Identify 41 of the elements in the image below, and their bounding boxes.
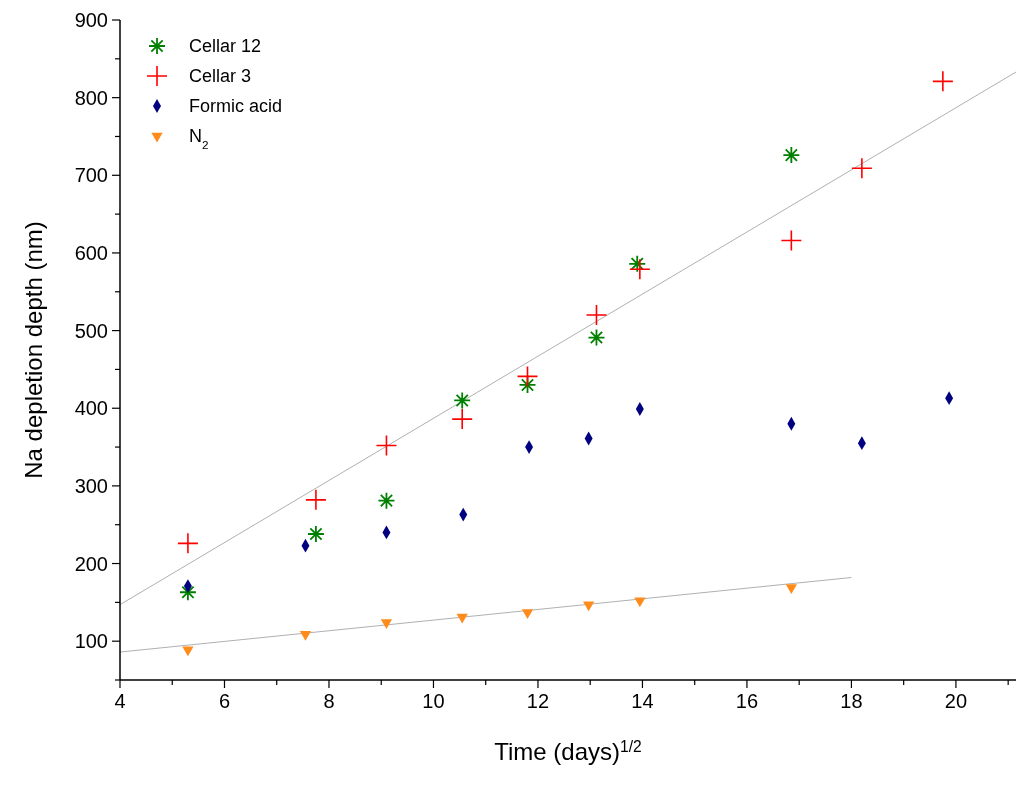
- point: [182, 646, 194, 657]
- x-tick-label: 18: [840, 690, 863, 712]
- point: [305, 489, 326, 510]
- x-tick-label: 14: [631, 690, 654, 712]
- point: [521, 609, 534, 619]
- x-tick-label: 4: [114, 690, 126, 712]
- point: [932, 71, 953, 92]
- point: [380, 619, 393, 630]
- point: [299, 630, 312, 641]
- x-tick-label: 8: [323, 690, 335, 712]
- point: [452, 409, 473, 430]
- legend-label: Cellar 3: [189, 66, 252, 86]
- x-tick-label: 16: [735, 690, 759, 712]
- point: [456, 613, 468, 624]
- y-tick-label: 100: [74, 630, 108, 653]
- x-tick-label: 6: [218, 690, 231, 712]
- y-tick-label: 800: [74, 86, 108, 109]
- x-axis-title: Time (days)$^{1/2}$: [494, 737, 642, 765]
- legend-label: Cellar 12: [189, 36, 262, 56]
- point: [629, 259, 650, 280]
- legend-label: Formic acid: [189, 96, 283, 116]
- y-tick-label: 400: [74, 397, 108, 420]
- y-tick-label: 700: [74, 164, 108, 187]
- point: [851, 158, 872, 179]
- y-tick-label: 200: [74, 552, 108, 575]
- point: [785, 584, 797, 595]
- y-tick-label: 300: [74, 474, 108, 497]
- x-tick-label: 12: [526, 690, 550, 712]
- x-tick-label: 20: [944, 690, 968, 712]
- y-tick-label: 500: [74, 319, 108, 342]
- y-tick-label: 900: [74, 9, 108, 31]
- point: [177, 533, 198, 554]
- point: [583, 601, 595, 612]
- point: [586, 305, 607, 326]
- y-tick-label: 600: [74, 241, 108, 264]
- y-axis-title: Na depletion depth (nm): [20, 221, 47, 479]
- legend-label: N$_{2}$: [189, 126, 209, 151]
- point: [307, 526, 324, 543]
- x-tick-label: 10: [422, 690, 445, 712]
- point: [783, 147, 800, 164]
- point: [634, 597, 646, 608]
